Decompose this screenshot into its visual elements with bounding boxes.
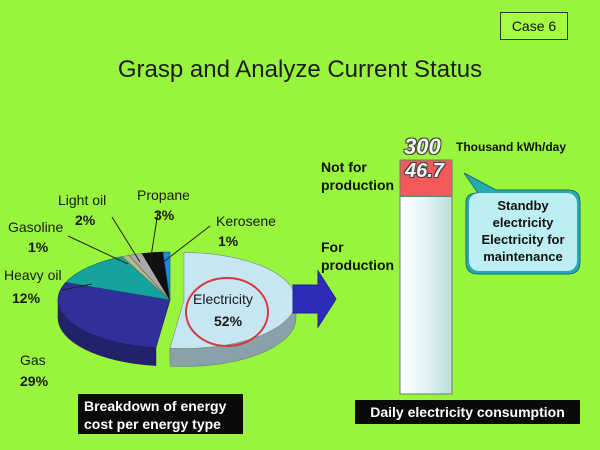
pie-pct-kerosene: 1% <box>218 233 239 249</box>
electricity-bar <box>399 159 453 395</box>
bar-caption-text: Daily electricity consumption <box>370 404 565 420</box>
callout-line-1: Standby <box>497 198 549 213</box>
label-for-production-line-2: production <box>321 257 395 273</box>
callout-text: Standby electricity Electricity for main… <box>469 197 577 265</box>
pie-pct-gasoline: 1% <box>28 239 49 255</box>
leader-line-propane <box>149 211 159 264</box>
bar-total-value: 300 <box>404 134 441 159</box>
label-not-for-production: Not for production <box>321 158 394 194</box>
pie-label-kerosene: Kerosene <box>216 213 276 229</box>
pie-label-heavy-oil: Heavy oil <box>4 267 62 283</box>
pie-pct-propane: 3% <box>154 207 175 223</box>
bar-chart-caption: Daily electricity consumption <box>355 400 580 424</box>
bar-segment-not-for-production <box>399 159 453 197</box>
electricity-highlight-ring <box>185 277 269 347</box>
label-for-production-line-1: For <box>321 239 344 255</box>
pie-caption-line-1: Breakdown of energy <box>84 398 227 414</box>
label-not-for-production-line-1: Not for <box>321 159 367 175</box>
case-badge: Case 6 <box>500 12 568 40</box>
pie-label-gasoline: Gasoline <box>8 219 64 235</box>
callout-line-4: maintenance <box>483 249 563 264</box>
pie-slice-kerosene <box>162 251 171 301</box>
pie-label-light-oil: Light oil <box>58 192 107 208</box>
leader-line-kerosene <box>161 225 211 264</box>
pie-pct-electricity: 52% <box>214 313 243 329</box>
pie-slice-gas <box>57 282 171 348</box>
leader-line-heavy-oil <box>61 283 93 291</box>
page-title: Grasp and Analyze Current Status <box>117 56 483 83</box>
pie-chart-caption: Breakdown of energy cost per energy type <box>78 394 243 434</box>
case-label: Case 6 <box>511 18 557 34</box>
leader-lines <box>61 211 211 291</box>
pie-tops <box>57 251 297 349</box>
bar-unit: Thousand kWh/day <box>456 140 567 154</box>
pie-pct-heavy-oil: 12% <box>12 290 41 306</box>
pie-pct-gas: 29% <box>20 373 49 389</box>
pie-caption-line-2: cost per energy type <box>84 416 221 432</box>
leader-line-gasoline <box>67 235 129 265</box>
label-not-for-production-line-2: production <box>321 177 395 193</box>
pie-label-propane: Propane <box>137 187 190 203</box>
label-for-production: For production <box>321 238 394 274</box>
callout-line-3: Electricity for <box>481 232 565 247</box>
pie-slice-heavy-oil <box>65 256 171 301</box>
leader-line-light-oil <box>111 216 141 263</box>
pie-pct-light-oil: 2% <box>75 212 96 228</box>
bar-segment-value-not-for-production: 46.7 <box>405 160 444 182</box>
bar-segment-for-production <box>399 195 453 395</box>
arrow-right-icon <box>292 269 337 329</box>
pie-label-gas: Gas <box>20 352 46 368</box>
pie-label-electricity: Electricity <box>193 291 253 307</box>
callout-line-2: electricity <box>492 215 554 230</box>
callout-inner <box>469 193 577 271</box>
